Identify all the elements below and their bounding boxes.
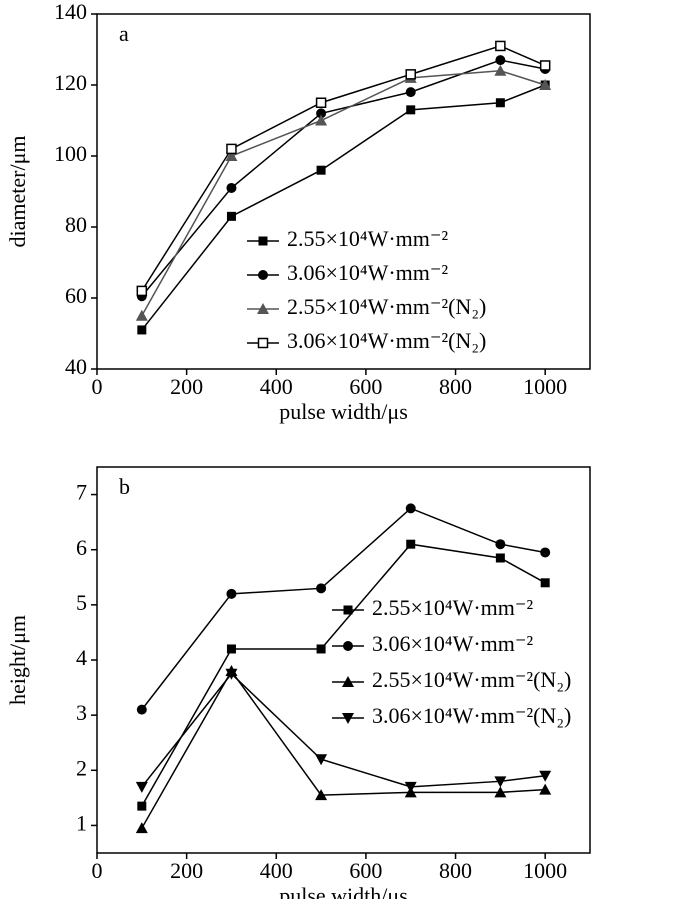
legend-marker [342,713,354,724]
y-tick-label: 40 [65,354,87,379]
x-tick-label: 0 [92,374,103,399]
marker [135,309,148,321]
marker [495,55,506,66]
marker [316,108,327,119]
legend-marker [342,676,354,687]
marker [316,165,326,175]
y-tick-label: 60 [65,283,87,308]
x-tick-label: 1000 [523,858,567,883]
marker [136,285,148,297]
marker [135,822,148,834]
marker [495,40,506,52]
legend-label: 2.55×10⁴W·mm⁻²(N₂) [287,294,486,319]
series-line [141,507,546,711]
marker [405,503,416,514]
legend-marker [258,236,268,246]
marker [540,578,550,588]
legend-marker [257,303,269,314]
marker [226,182,237,193]
marker [315,789,328,801]
marker [315,754,328,766]
y-axis-label: height/μm [5,615,30,705]
marker [137,801,147,811]
y-tick-label: 5 [76,590,87,615]
x-tick-label: 200 [170,374,203,399]
marker [495,98,505,108]
legend-label: 2.55×10⁴W·mm⁻² [287,226,449,251]
legend-label: 2.55×10⁴W·mm⁻² [372,595,534,620]
marker [404,781,417,793]
marker [495,553,505,563]
x-tick-label: 1000 [523,374,567,399]
marker [540,547,551,558]
x-axis-label: pulse width/μs [279,883,408,899]
legend-label: 3.06×10⁴W·mm⁻² [372,631,534,656]
x-tick-label: 600 [349,374,382,399]
legend-label: 2.55×10⁴W·mm⁻²(N₂) [372,667,571,692]
x-tick-label: 800 [439,374,472,399]
y-tick-label: 4 [76,645,87,670]
annotation: b [119,474,130,499]
marker [539,770,552,782]
x-tick-label: 600 [349,858,382,883]
x-tick-label: 0 [92,858,103,883]
legend-marker [257,337,269,349]
x-axis-label: pulse width/μs [279,399,408,424]
marker [539,783,552,795]
marker [316,644,326,654]
x-tick-label: 400 [260,374,293,399]
marker [226,644,236,654]
marker [316,583,327,594]
marker [539,79,552,90]
y-tick-label: 2 [76,755,87,780]
y-tick-label: 6 [76,535,87,560]
marker [494,776,507,788]
marker [495,539,506,550]
annotation: a [119,21,129,46]
marker [406,105,416,115]
legend-marker [343,641,353,651]
y-tick-label: 100 [54,141,87,166]
marker [226,211,236,221]
series-line [141,59,546,297]
y-tick-label: 80 [65,212,87,237]
y-axis-label: diameter/μm [5,136,30,248]
marker [136,704,147,715]
x-tick-label: 200 [170,858,203,883]
y-tick-label: 1 [76,810,87,835]
series-line [141,669,546,829]
marker [405,69,416,80]
y-tick-label: 140 [54,0,87,24]
series-line [141,84,546,331]
series-line [141,543,546,807]
legend-label: 3.06×10⁴W·mm⁻²(N₂) [287,328,486,353]
marker [135,781,148,793]
y-tick-label: 3 [76,700,87,725]
x-tick-label: 400 [260,858,293,883]
marker [539,60,551,71]
legend-label: 3.06×10⁴W·mm⁻²(N₂) [372,703,571,728]
marker [494,786,507,798]
y-tick-label: 7 [76,480,87,505]
marker [405,87,416,98]
marker [226,143,237,155]
series-line [141,70,546,317]
marker [315,97,327,108]
series-line [141,672,546,788]
legend-label: 3.06×10⁴W·mm⁻² [287,260,449,285]
marker [137,325,147,335]
plot-frame [96,13,591,370]
marker [406,539,416,549]
marker [225,668,238,680]
marker [226,588,237,599]
legend-marker [343,605,353,615]
marker [225,150,238,161]
marker [315,114,328,126]
marker [494,64,507,76]
x-tick-label: 800 [439,858,472,883]
legend-marker [258,270,268,280]
y-tick-label: 120 [54,70,87,95]
series-line [141,45,546,292]
